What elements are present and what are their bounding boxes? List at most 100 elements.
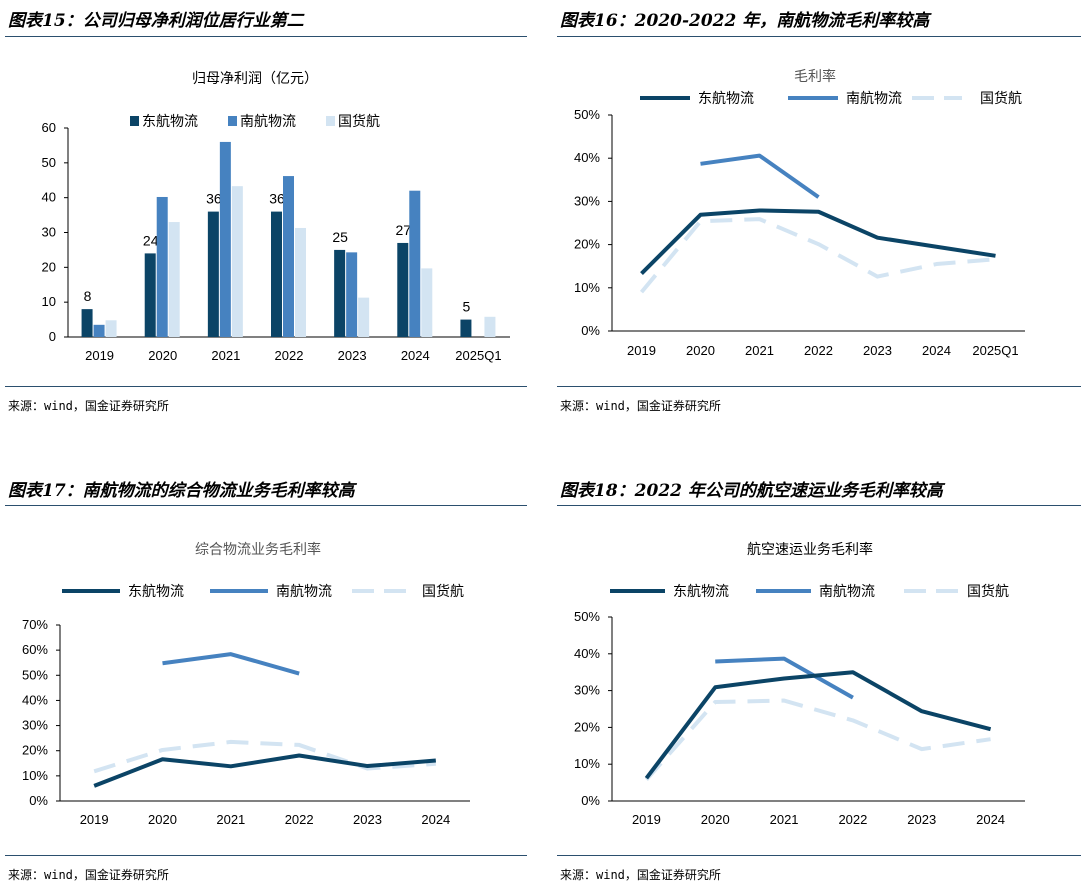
data-label: 5: [463, 299, 471, 315]
legend-label: 南航物流: [819, 583, 875, 599]
panel1-title: 图表15：公司归母净利润位居行业第二: [8, 11, 304, 31]
bar: [105, 320, 117, 337]
bar: [358, 297, 370, 337]
panel3-title: 图表17：南航物流的综合物流业务毛利率较高: [8, 481, 355, 501]
x-tick-label: 2024: [922, 343, 951, 358]
panel4-title: 图表18：2022 年公司的航空速运业务毛利率较高: [560, 481, 943, 501]
x-tick-label: 2020: [148, 348, 177, 363]
series-line: [93, 739, 436, 774]
x-tick-label: 2024: [421, 812, 450, 827]
panel3-top-rule: [5, 505, 527, 506]
data-label: 36: [269, 191, 285, 207]
bar: [207, 211, 219, 337]
y-tick-label: 0%: [29, 793, 48, 808]
y-tick-label: 0%: [581, 793, 600, 808]
panel2-source: 来源：wind，国金证券研究所: [560, 399, 721, 413]
series-line: [700, 153, 820, 199]
data-label: 27: [395, 222, 411, 238]
data-label: 36: [206, 191, 222, 207]
panel4-top-rule: [557, 505, 1081, 506]
bar: [93, 324, 105, 337]
x-tick-label: 2021: [211, 348, 240, 363]
series-line: [644, 670, 992, 780]
bar: [271, 211, 282, 337]
bar: [156, 196, 168, 337]
bar: [231, 186, 243, 337]
y-tick-label: 70%: [22, 617, 48, 632]
y-tick-label: 50: [42, 155, 56, 170]
panel1-bottom-rule: [5, 386, 527, 387]
y-tick-label: 20%: [574, 237, 600, 252]
x-tick-label: 2019: [85, 348, 114, 363]
x-tick-label: 2024: [401, 348, 430, 363]
x-tick-label: 2023: [353, 812, 382, 827]
x-tick-label: 2021: [770, 812, 799, 827]
y-tick-label: 20: [42, 259, 56, 274]
x-tick-label: 2023: [907, 812, 936, 827]
x-tick-label: 2020: [701, 812, 730, 827]
x-tick-label: 2019: [627, 343, 656, 358]
x-tick-label: 2025Q1: [455, 348, 501, 363]
bar: [346, 252, 358, 337]
panel2-bottom-rule: [557, 386, 1081, 387]
panel4-bottom-rule: [557, 855, 1081, 856]
y-tick-label: 30%: [574, 683, 600, 698]
y-tick-label: 10%: [574, 756, 600, 771]
bar: [409, 190, 421, 337]
y-tick-label: 30: [42, 225, 56, 240]
y-tick-label: 50%: [574, 107, 600, 122]
legend-swatch: [130, 116, 139, 126]
bar: [219, 141, 231, 337]
legend-label: 国货航: [967, 583, 1009, 599]
y-tick-label: 0: [49, 329, 56, 344]
bar: [397, 242, 409, 337]
series-line: [639, 217, 996, 294]
y-tick-label: 0%: [581, 323, 600, 338]
bar: [283, 176, 294, 337]
y-tick-label: 40%: [22, 692, 48, 707]
y-tick-label: 60%: [22, 642, 48, 657]
y-tick-label: 30%: [574, 193, 600, 208]
y-tick-label: 40%: [574, 150, 600, 165]
legend-label: 国货航: [980, 90, 1022, 106]
x-tick-label: 2023: [338, 348, 367, 363]
chart-title: 综合物流业务毛利率: [195, 541, 321, 557]
bar: [81, 309, 93, 337]
legend-label: 东航物流: [142, 113, 198, 129]
panel4-source: 来源：wind，国金证券研究所: [560, 868, 721, 882]
data-label: 8: [84, 288, 92, 304]
panel3-source: 来源：wind，国金证券研究所: [8, 868, 169, 882]
x-tick-label: 2021: [745, 343, 774, 358]
y-tick-label: 10%: [22, 768, 48, 783]
legend-label: 东航物流: [128, 583, 184, 599]
panel3-bottom-rule: [5, 855, 527, 856]
panel1-source: 来源：wind，国金证券研究所: [8, 399, 169, 413]
x-tick-label: 2022: [285, 812, 314, 827]
legend-swatch: [228, 116, 237, 126]
net-profit-bar-chart: 归母净利润（亿元） 0 10 20 30 40 50 60 东航物流 南航物流 国货航 2019 8 20…: [42, 70, 510, 363]
y-tick-label: 30%: [22, 718, 48, 733]
y-tick-label: 20%: [574, 719, 600, 734]
y-tick-label: 40%: [574, 646, 600, 661]
bar: [460, 319, 472, 337]
y-tick-label: 50%: [22, 667, 48, 682]
legend-label: 南航物流: [276, 583, 332, 599]
y-tick-label: 10%: [574, 280, 600, 295]
x-tick-label: 2020: [686, 343, 715, 358]
series-line: [715, 656, 854, 700]
y-tick-label: 40: [42, 190, 56, 205]
bar: [168, 222, 180, 337]
panel2-top-rule: [557, 36, 1081, 37]
legend-label: 南航物流: [846, 90, 902, 106]
series-line: [640, 208, 996, 275]
data-label: 25: [332, 229, 348, 245]
y-tick-label: 60: [42, 120, 56, 135]
x-tick-label: 2025Q1: [972, 343, 1018, 358]
data-label: 24: [143, 232, 159, 248]
x-tick-label: 2021: [216, 812, 245, 827]
y-tick-label: 20%: [22, 743, 48, 758]
x-tick-label: 2022: [838, 812, 867, 827]
legend-swatch: [326, 116, 335, 126]
